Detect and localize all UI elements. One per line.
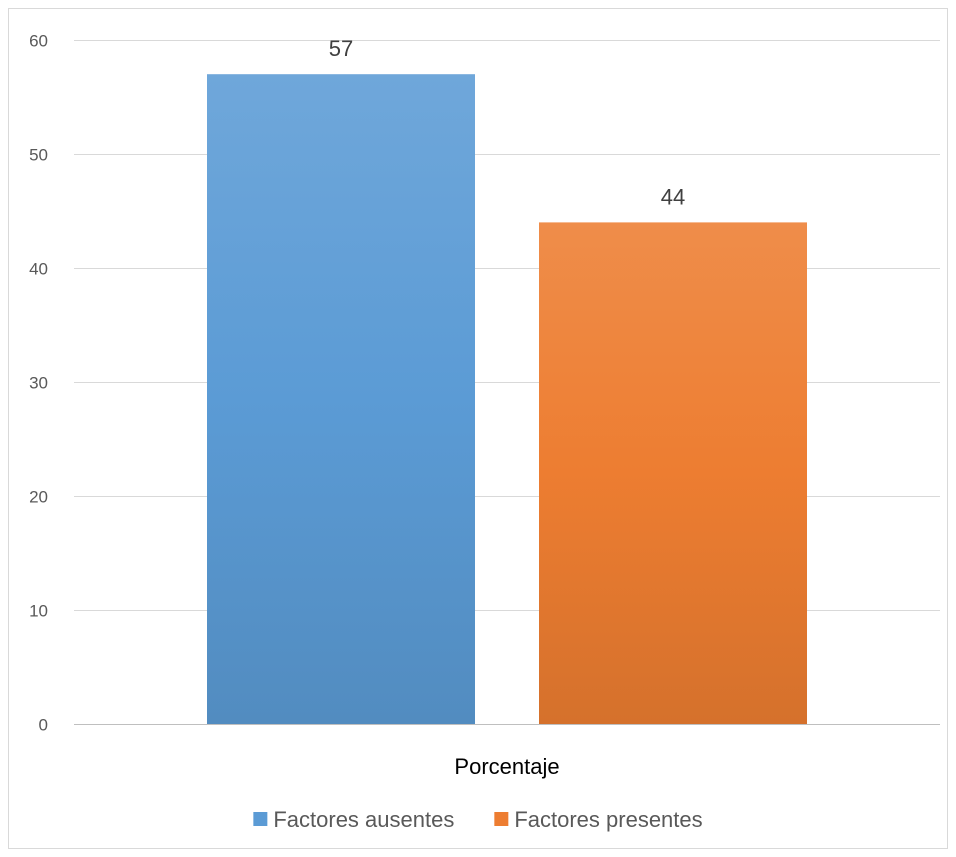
y-tick-label: 30 — [29, 374, 48, 393]
y-tick-label: 60 — [29, 32, 48, 51]
legend-label: Factores ausentes — [273, 807, 454, 832]
data-label-2: 44 — [661, 184, 685, 209]
legend: Factores ausentes Factores presentes — [253, 807, 703, 832]
y-tick-label: 40 — [29, 260, 48, 279]
y-tick-label: 10 — [29, 602, 48, 621]
legend-swatch — [494, 812, 509, 826]
y-axis-ticks: 0 10 20 30 40 50 60 — [29, 32, 48, 735]
y-tick-label: 50 — [29, 146, 48, 165]
data-label-1: 57 — [329, 36, 353, 61]
x-axis-categories: Porcentaje — [454, 754, 559, 779]
bar-1 — [207, 74, 475, 724]
legend-swatch — [253, 812, 268, 826]
legend-label: Factores presentes — [514, 807, 702, 832]
x-category-label: Porcentaje — [454, 754, 559, 779]
legend-item-1: Factores ausentes — [253, 807, 454, 832]
bar-2 — [539, 222, 807, 724]
data-labels: 57 44 — [329, 36, 685, 209]
y-tick-label: 0 — [39, 716, 48, 735]
y-tick-label: 20 — [29, 488, 48, 507]
legend-item-2: Factores presentes — [494, 807, 703, 832]
bars — [207, 74, 807, 724]
